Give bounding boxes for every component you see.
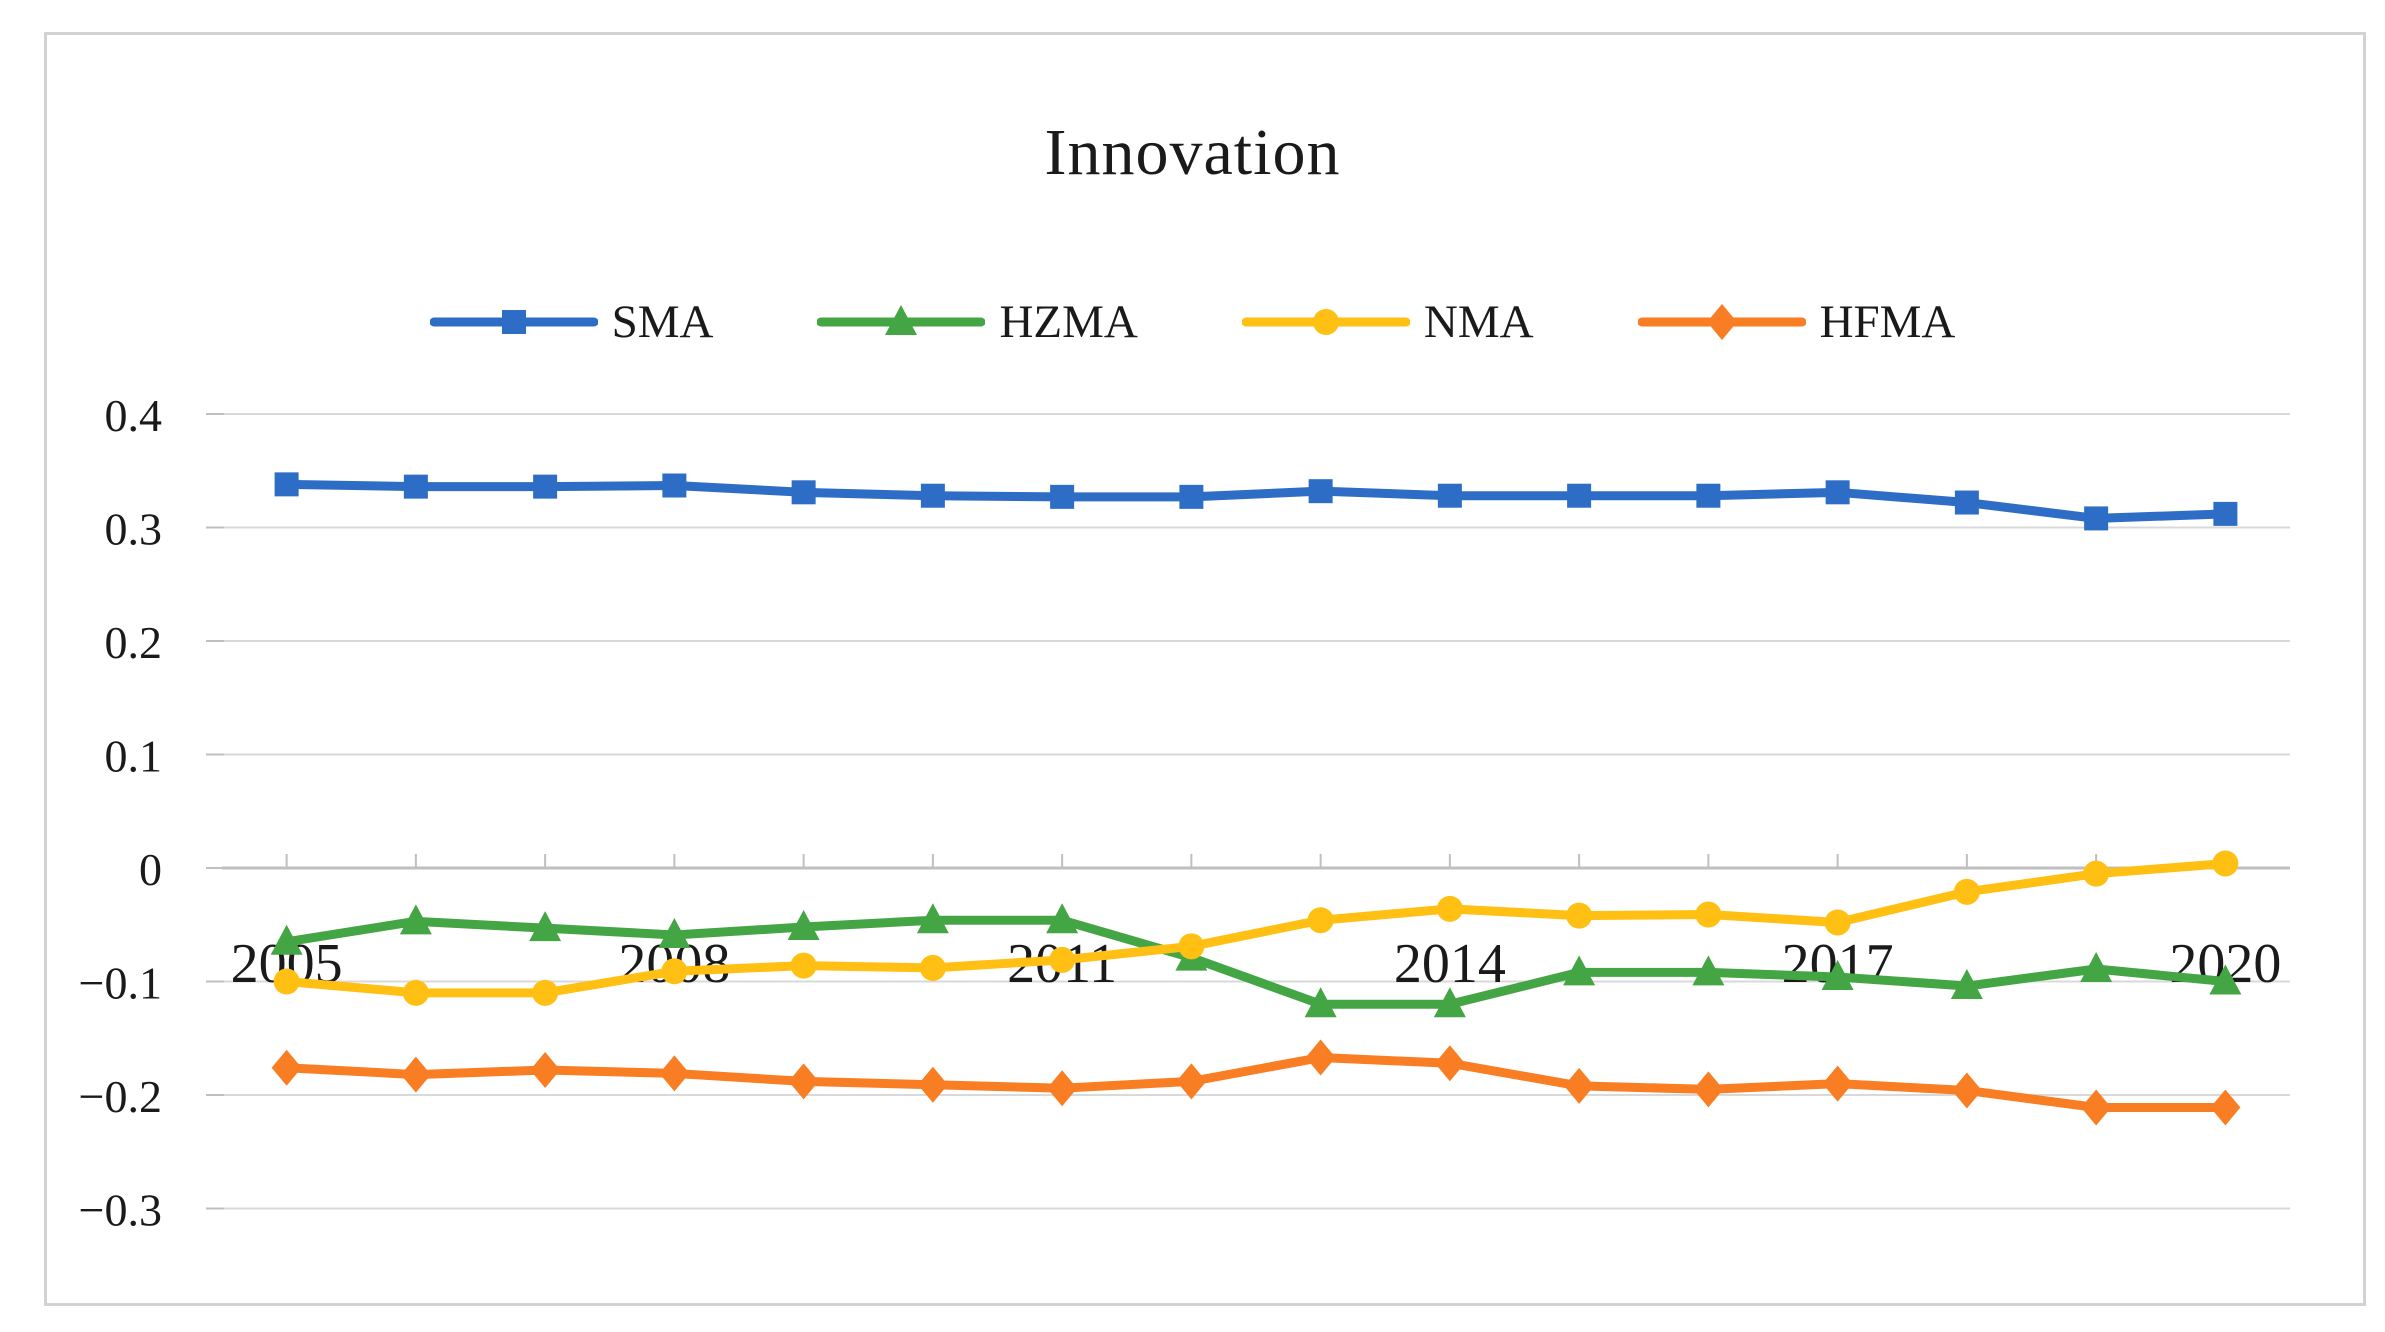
series-NMA-marker [1178, 933, 1205, 960]
series-NMA-marker [273, 968, 300, 995]
y-axis-label: −0.2 [79, 1071, 162, 1122]
series-HZMA-marker [2209, 964, 2242, 995]
series-NMA-marker [1307, 907, 1334, 934]
series-NMA-marker [1695, 901, 1722, 928]
legend-item-NMA: NMA [1241, 294, 1534, 350]
series-NMA-marker [661, 958, 688, 985]
series-line-HZMA [282, 915, 2230, 1009]
series-HFMA-marker [1951, 1072, 1982, 1109]
chart-legend: SMA HZMA NMA HFMA [0, 294, 2385, 350]
series-line-SMA [282, 479, 2230, 523]
series-HZMA-marker [529, 911, 562, 942]
series-HZMA-marker [787, 910, 820, 941]
series-HZMA-marker [270, 924, 303, 955]
legend-label-HZMA: HZMA [999, 296, 1138, 348]
series-HZMA-marker [658, 917, 691, 948]
series-NMA-marker [1436, 895, 1463, 922]
y-axis-label: 0.1 [105, 731, 163, 782]
series-SMA-marker [662, 473, 687, 498]
series-HFMA-marker [1693, 1071, 1724, 1108]
legend-item-HFMA: HFMA [1637, 294, 1956, 350]
series-SMA-marker [403, 474, 428, 499]
series-HZMA-marker [1433, 987, 1466, 1018]
legend-item-SMA: SMA [429, 294, 714, 350]
series-HZMA-marker [1950, 969, 1983, 1000]
y-axis-label: −0.1 [79, 958, 162, 1009]
series-HFMA-marker [1822, 1065, 1853, 1102]
legend-marker-triangle-icon [885, 305, 918, 335]
y-axis-label: 0 [139, 844, 162, 895]
series-NMA-marker [1953, 878, 1980, 905]
series-HZMA-marker [916, 903, 949, 934]
legend-marker-circle-icon [1312, 309, 1339, 335]
series-HZMA-marker [1563, 955, 1596, 986]
series-HZMA-marker [2080, 952, 2113, 983]
series-NMA-marker [2083, 860, 2110, 887]
series-NMA-marker [402, 979, 429, 1006]
series-HFMA-marker [530, 1052, 561, 1089]
series-NMA-marker [1824, 909, 1851, 936]
legend-label-HFMA: HFMA [1819, 296, 1956, 348]
series-SMA-marker [1567, 483, 1592, 508]
series-HFMA-marker [1564, 1067, 1595, 1104]
series-NMA-marker [919, 954, 946, 981]
series-SMA-marker [920, 483, 945, 508]
y-axis-label: 0.3 [105, 504, 163, 555]
series-NMA-marker [1566, 902, 1593, 929]
series-HZMA-marker [1821, 959, 1854, 990]
series-SMA-marker [533, 474, 558, 499]
series-HFMA-marker [400, 1056, 431, 1093]
chart-title: Innovation [1044, 116, 1341, 189]
series-SMA-marker [1437, 483, 1462, 508]
series-NMA-marker [532, 979, 559, 1006]
series-HFMA-marker [2081, 1089, 2112, 1126]
series-NMA-marker [1049, 946, 1076, 973]
series-HFMA-marker [2210, 1089, 2241, 1126]
y-axis-label: −0.3 [79, 1185, 162, 1236]
legend-item-HZMA: HZMA [817, 294, 1138, 350]
series-SMA-marker [1825, 480, 1850, 505]
series-SMA-marker [791, 480, 816, 505]
legend-swatch-NMA [1241, 309, 1410, 335]
series-NMA-marker [790, 952, 817, 979]
series-SMA-marker [2084, 506, 2109, 531]
x-axis-label: 2014 [1394, 933, 1506, 995]
legend-marker-square-icon [501, 310, 526, 334]
series-HFMA-marker [659, 1055, 690, 1092]
legend-marker-diamond-icon [1706, 304, 1737, 340]
y-axis-label: 0.2 [105, 617, 163, 668]
series-SMA-marker [1696, 483, 1721, 508]
legend-label-NMA: NMA [1423, 296, 1534, 348]
series-HFMA-marker [1176, 1063, 1207, 1100]
series-NMA-marker [2212, 850, 2239, 877]
series-HZMA-marker [399, 904, 432, 935]
series-line-HFMA [282, 1053, 2230, 1112]
legend-swatch-SMA [429, 310, 598, 334]
series-HFMA-marker [917, 1066, 948, 1103]
series-HFMA-marker [271, 1049, 302, 1086]
series-SMA-marker [274, 472, 299, 497]
y-axis-label: 0.4 [105, 390, 163, 441]
legend-swatch-HZMA [817, 305, 986, 335]
series-SMA-marker [1308, 479, 1333, 504]
series-SMA-marker [1179, 484, 1204, 509]
series-HZMA-marker [1046, 903, 1079, 934]
series-SMA-marker [1954, 490, 1979, 515]
series-HFMA-marker [1047, 1070, 1078, 1107]
series-SMA-marker [1050, 484, 1075, 509]
series-HFMA-marker [1434, 1045, 1465, 1082]
legend-label-SMA: SMA [611, 296, 714, 348]
series-HFMA-marker [788, 1063, 819, 1100]
series-HZMA-marker [1692, 955, 1725, 986]
series-HFMA-marker [1305, 1039, 1336, 1076]
legend-swatch-HFMA [1637, 304, 1806, 340]
series-line-NMA [282, 858, 2230, 998]
series-SMA-marker [2213, 501, 2238, 526]
series-HZMA-marker [1304, 987, 1337, 1018]
